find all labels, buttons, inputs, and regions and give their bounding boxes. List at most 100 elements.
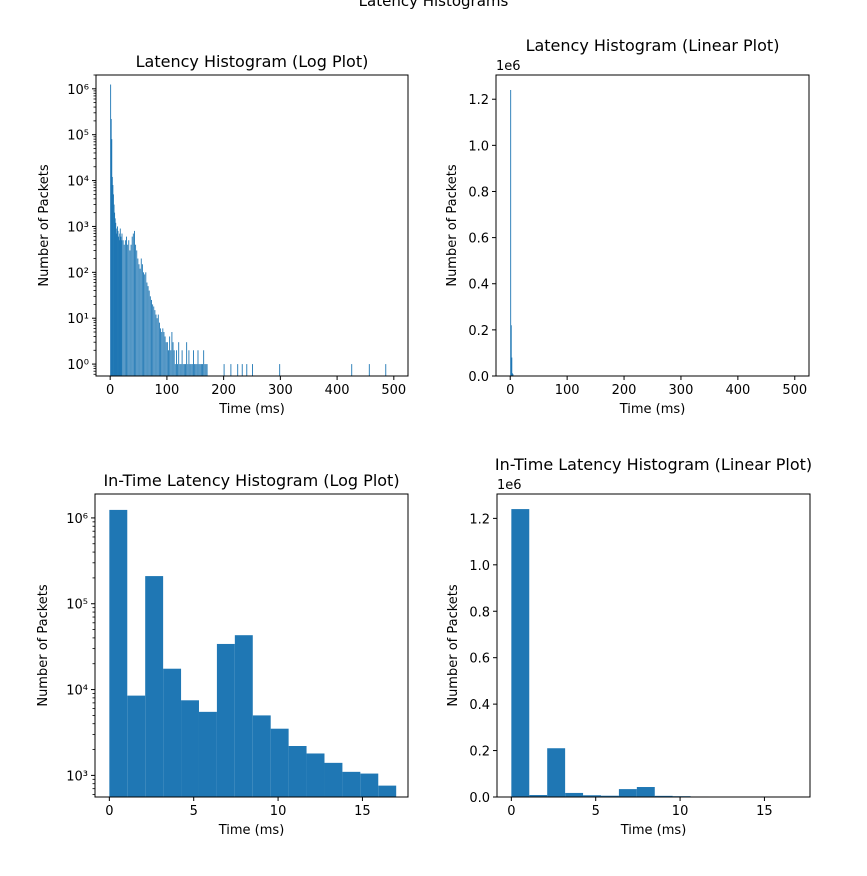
histogram-bar	[139, 268, 141, 376]
histogram-bar	[116, 226, 118, 376]
histogram-bar	[119, 228, 121, 376]
y-tick-label: 1.0	[469, 559, 490, 574]
histogram-bar	[385, 364, 387, 376]
y-tick-label: 10¹	[67, 312, 89, 327]
x-tick-label: 100	[555, 383, 580, 398]
histogram-bar	[191, 364, 193, 376]
histogram-bar	[195, 364, 197, 376]
y-tick-label: 10⁰	[67, 358, 89, 373]
histogram-bar	[197, 350, 199, 376]
y-offset-text: 1e6	[496, 59, 521, 74]
histogram-bar	[148, 290, 150, 376]
histogram-bar	[117, 230, 119, 376]
histogram-bar	[252, 364, 253, 376]
histogram-bar	[511, 357, 513, 376]
histogram-bar	[112, 185, 114, 376]
y-tick-label: 0.4	[468, 278, 489, 293]
y-tick-label: 1.2	[469, 512, 490, 527]
chart-latency-linear: 0 100 200 300 400 500 0.0 0.2 0.4 0.6 0.8 1.0 1.2 1e6…	[445, 36, 810, 417]
x-tick-label: 0	[106, 383, 114, 398]
histogram-bar	[149, 296, 151, 376]
histogram-bar	[510, 89, 512, 377]
histogram-bar	[116, 233, 118, 376]
chart-title: In-Time Latency Histogram (Log Plot)	[103, 471, 399, 490]
histogram-bar	[110, 84, 112, 377]
histogram-bar	[252, 715, 271, 797]
histogram-bar	[181, 700, 199, 797]
histogram-bar	[145, 576, 164, 797]
histogram-bar	[198, 711, 217, 797]
histogram-bar	[279, 364, 281, 376]
histogram-bar	[118, 240, 120, 376]
y-tick-label: 0.2	[469, 745, 490, 760]
chart-in-time-log: 0 5 10 15 10³ 10⁴ 10⁵ 10⁶ In-Time Latency Histog…	[36, 471, 409, 838]
histogram-bar	[189, 364, 191, 376]
x-tick-label: 15	[354, 804, 371, 819]
histogram-bar	[223, 364, 225, 376]
x-tick-label: 500	[381, 383, 406, 398]
x-tick-label: 100	[154, 383, 179, 398]
y-tick-label: 0.6	[469, 652, 490, 667]
x-tick-label: 200	[612, 383, 637, 398]
histogram-bar	[164, 336, 166, 376]
histogram-bar	[154, 310, 156, 376]
histogram-bar	[512, 374, 514, 376]
histogram-bar	[342, 771, 361, 797]
histogram-bar	[173, 350, 175, 376]
y-tick-label: 0.2	[468, 324, 489, 339]
histogram-bar	[156, 318, 158, 376]
histogram-bar	[190, 364, 192, 376]
histogram-bar	[511, 509, 530, 797]
histogram-bar	[360, 773, 379, 797]
histogram-bar	[121, 233, 123, 376]
histogram-bar	[130, 244, 132, 376]
histogram-bar	[194, 364, 196, 376]
plot-frame	[94, 493, 409, 798]
histogram-bar	[118, 236, 120, 376]
x-tick-label: 400	[325, 383, 350, 398]
y-axis-label: Number of Packets	[36, 584, 51, 707]
histogram-bar	[324, 762, 343, 797]
histogram-bar	[114, 218, 116, 376]
histogram-bar	[147, 286, 149, 376]
x-tick-label: 400	[725, 383, 750, 398]
x-tick-label: 0	[507, 804, 515, 819]
histogram-bar	[127, 244, 129, 376]
histogram-bar	[654, 795, 673, 797]
histogram-bar	[158, 322, 160, 376]
histogram-bar	[510, 325, 512, 376]
histogram-bar	[134, 230, 135, 376]
chart-in-time-linear: 0 5 10 15 0.0 0.2 0.4 0.6 0.8 1.0 1.2 1e6 In-Time La…	[446, 455, 812, 838]
histogram-bar	[110, 118, 112, 376]
histogram-bar	[183, 364, 185, 376]
histogram-bar	[137, 258, 139, 376]
histogram-bar	[136, 250, 138, 376]
histogram-bar	[187, 364, 189, 376]
x-tick-label: 200	[211, 383, 236, 398]
histogram-bar	[126, 236, 127, 376]
y-tick-label: 10⁴	[66, 684, 88, 699]
histogram-bar	[171, 332, 173, 376]
y-tick-label: 10⁵	[67, 129, 89, 144]
histogram-bar	[129, 250, 131, 376]
histogram-bar	[246, 364, 248, 376]
histogram-bar	[234, 635, 253, 797]
histogram-bar	[165, 342, 167, 376]
x-tick-label: 300	[268, 383, 293, 398]
histogram-bar	[198, 364, 200, 376]
histogram-bar	[169, 336, 171, 376]
histogram-bar	[115, 222, 117, 376]
histogram-bar	[161, 332, 163, 376]
y-tick-label: 10⁶	[66, 512, 88, 527]
histogram-bar	[160, 328, 161, 376]
histogram-bar	[155, 314, 157, 376]
y-tick-label: 0.8	[469, 605, 490, 620]
histogram-bar	[170, 350, 172, 376]
chart-title: Latency Histogram (Linear Plot)	[526, 36, 780, 55]
chart-title: Latency Histogram (Log Plot)	[136, 52, 369, 71]
histogram-bar	[237, 364, 239, 376]
histogram-bar	[152, 304, 154, 376]
histogram-bar	[119, 233, 121, 376]
histogram-bar	[153, 306, 155, 376]
